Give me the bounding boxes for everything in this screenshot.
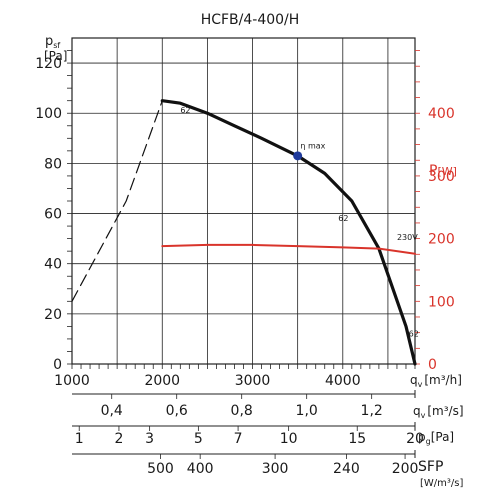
dynamic-pressure-tick-label: 2 — [114, 431, 123, 447]
left-axis-label-sub: sf — [53, 41, 60, 50]
sfp-label: SFP — [418, 459, 443, 475]
flow-m3s-tick-label: 0,4 — [101, 403, 123, 419]
dynamic-pressure-tick-label: 3 — [145, 431, 154, 447]
annotation-label: 62 — [338, 214, 348, 223]
x-tick-label: 1000 — [54, 373, 90, 389]
right-axis-label: P[W] — [429, 163, 457, 179]
x-tick-label: 2000 — [144, 373, 180, 389]
sfp-tick-label: 240 — [333, 461, 360, 477]
left-tick-label: 0 — [53, 357, 62, 373]
right-tick-label: 300 — [428, 169, 455, 185]
flow-m3s-tick-label: 0,8 — [231, 403, 253, 419]
left-tick-label: 60 — [44, 207, 62, 223]
annotation-label: 230V — [397, 233, 418, 242]
eta-max-marker — [293, 151, 303, 161]
flow-m3s-tick-label: 0,6 — [166, 403, 188, 419]
flow-m3s-unit: [m³/s] — [427, 404, 463, 418]
flow-m3s-tick-label: 1,2 — [361, 403, 383, 419]
dynamic-pressure-label: pg[Pa] — [418, 430, 454, 446]
annotations: 62 62 62 η max 230V — [180, 106, 419, 338]
series — [71, 99, 417, 366]
series-pressure-extension-dashed — [71, 100, 163, 302]
x-tick-label: 3000 — [235, 373, 271, 389]
series-pressure-curve — [160, 99, 417, 366]
right-tick-label: 0 — [428, 357, 437, 373]
right-axis-label-main: P — [429, 163, 437, 179]
right-tick-label: 200 — [428, 232, 455, 248]
dynamic-pressure-tick-label: 1 — [75, 431, 84, 447]
flow-m3s-label-sub: v — [421, 411, 426, 420]
annotation-label: 62 — [180, 106, 190, 115]
flow-m3s-label-main: q — [413, 404, 421, 418]
chart-title: HCFB/4-400/H — [201, 12, 300, 28]
annotation-label: η max — [300, 141, 325, 150]
x-axis-label-main: q — [410, 373, 418, 387]
dynamic-pressure-unit: [Pa] — [431, 430, 454, 444]
x-axis-label-sub: v — [418, 380, 423, 389]
flow-m3s-label: qv [m³/s] — [413, 404, 464, 420]
right-tick-label: 100 — [428, 294, 455, 310]
left-axis-label: psf — [45, 34, 60, 50]
right-axis-unit: [W] — [437, 165, 456, 178]
sfp-tick-label: 500 — [147, 461, 174, 477]
left-tick-label: 100 — [35, 106, 62, 122]
left-tick-label: 120 — [35, 56, 62, 72]
sfp-tick-label: 200 — [392, 461, 419, 477]
left-axis-unit: [Pa] — [44, 49, 67, 63]
left-axis-label-main: p — [45, 34, 53, 49]
left-tick-label: 80 — [44, 156, 62, 172]
flow-m3s-tick-label: 1,0 — [296, 403, 318, 419]
sfp-tick-label: 300 — [262, 461, 289, 477]
sfp-unit: [W/m³/s] — [420, 478, 463, 489]
dynamic-pressure-label-main: p — [418, 430, 426, 444]
dynamic-pressure-tick-label: 15 — [348, 431, 366, 447]
x-axis-label: qv [m³/h] — [410, 373, 462, 389]
left-tick-label: 40 — [44, 257, 62, 273]
annotation-label: 62 — [409, 329, 419, 338]
x-tick-label: 4000 — [325, 373, 361, 389]
dynamic-pressure-tick-label: 10 — [280, 431, 298, 447]
sfp-tick-label: 400 — [187, 461, 214, 477]
plot-frame — [71, 37, 416, 365]
right-tick-label: 400 — [428, 106, 455, 122]
left-tick-label: 20 — [44, 307, 62, 323]
dynamic-pressure-tick-label: 20 — [406, 431, 424, 447]
series-230V — [161, 243, 416, 255]
dynamic-pressure-tick-label: 5 — [194, 431, 203, 447]
x-axis-unit: [m³/h] — [424, 373, 462, 387]
dynamic-pressure-tick-label: 7 — [234, 431, 243, 447]
dynamic-pressure-label-sub: g — [426, 437, 431, 446]
